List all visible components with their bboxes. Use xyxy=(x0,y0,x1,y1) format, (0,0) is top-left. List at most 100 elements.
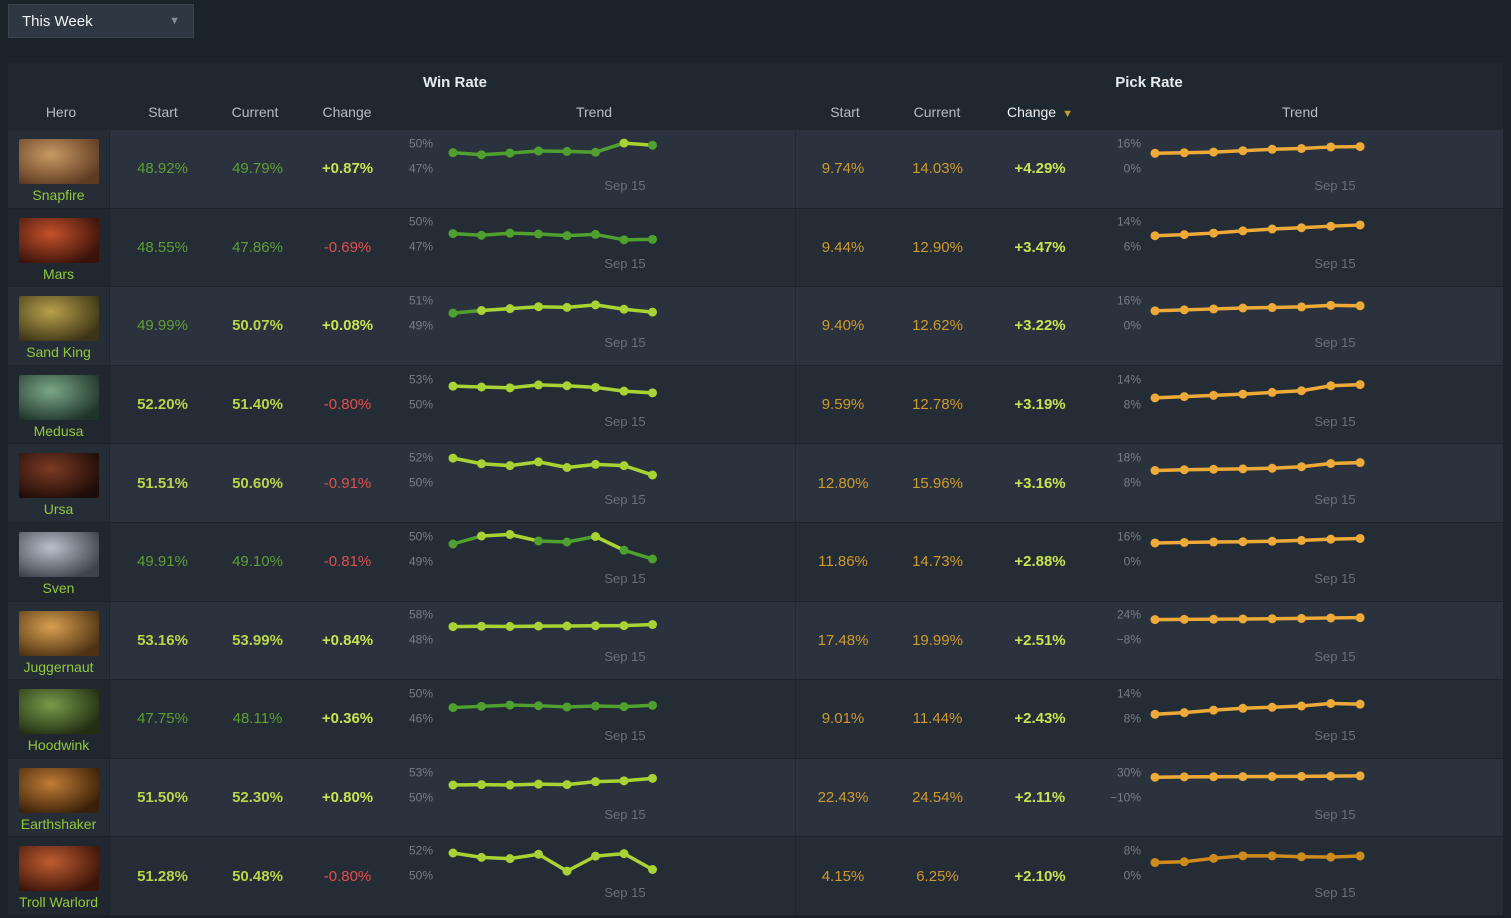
hero-name[interactable]: Troll Warlord xyxy=(18,894,99,911)
win-current-value-text: 51.40% xyxy=(232,396,283,414)
pick-change-value: +2.43% xyxy=(985,680,1095,758)
pick-change-value-text: +4.29% xyxy=(1014,160,1066,178)
axis-label-top: 50% xyxy=(409,215,433,229)
hero-name[interactable]: Snapfire xyxy=(32,187,85,203)
column-header-win-start[interactable]: Start xyxy=(148,104,178,120)
table-header: Win Rate Pick Rate Hero Start Current Ch… xyxy=(8,62,1503,130)
axis-label-bottom: 8% xyxy=(1124,397,1142,411)
hero-name[interactable]: Earthshaker xyxy=(20,815,97,832)
pick-trend-cell: 8% 0% Sep 15 xyxy=(1095,837,1503,915)
win-current-value: 53.99% xyxy=(215,602,300,680)
table-row: Earthshaker 51.50% 52.30% +0.80% 53% 50% Sep 1… xyxy=(8,758,1503,838)
pick-trend-cell: 16% 0% Sep 15 xyxy=(1095,287,1503,365)
win-change-value: +0.08% xyxy=(300,287,395,365)
pick-start-value-text: 9.01% xyxy=(821,710,865,728)
hero-cell[interactable]: Hoodwink xyxy=(8,680,110,758)
column-header-pick-change-label: Change xyxy=(1007,104,1057,120)
hero-cell[interactable]: Earthshaker xyxy=(8,758,110,837)
period-dropdown[interactable]: This Week ▼ xyxy=(8,4,194,38)
win-start-value-text: 51.28% xyxy=(137,867,188,885)
column-header-hero[interactable]: Hero xyxy=(45,104,77,120)
win-current-value: 50.48% xyxy=(215,837,300,915)
win-start-value-text: 48.92% xyxy=(137,160,188,178)
pick-change-value: +2.11% xyxy=(985,759,1095,837)
axis-label-top: 50% xyxy=(409,136,433,150)
win-start-value: 51.28% xyxy=(110,837,215,915)
pick-trend-sparkline: 14% 8% Sep 15 xyxy=(1117,686,1365,743)
win-current-value-text: 49.79% xyxy=(232,160,283,178)
pick-current-value-text: 14.73% xyxy=(912,553,963,571)
hero-name[interactable]: Hoodwink xyxy=(27,737,90,754)
win-trend-cell: 52% 50% Sep 15 xyxy=(395,837,795,915)
column-header-pick-current[interactable]: Current xyxy=(913,104,961,120)
axis-label-top: 50% xyxy=(409,686,433,700)
trend-date-label: Sep 15 xyxy=(1314,414,1355,429)
pick-trend-sparkline: 16% 0% Sep 15 xyxy=(1117,529,1365,586)
win-start-value-text: 49.99% xyxy=(137,317,188,335)
pick-change-value: +2.88% xyxy=(985,523,1095,601)
column-header-win-trend: Trend xyxy=(575,104,613,120)
pick-current-value: 14.73% xyxy=(890,523,985,601)
pick-start-value: 11.86% xyxy=(795,522,890,601)
pick-trend-cell: 14% 8% Sep 15 xyxy=(1095,680,1503,758)
win-rate-group-title: Win Rate xyxy=(422,74,488,91)
axis-label-top: 52% xyxy=(409,844,433,858)
win-trend-sparkline: 52% 50% Sep 15 xyxy=(409,844,657,900)
pick-start-value: 9.40% xyxy=(795,287,890,365)
hero-name[interactable]: Sand King xyxy=(26,344,91,361)
win-trend-cell: 50% 49% Sep 15 xyxy=(395,523,795,601)
trend-date-label: Sep 15 xyxy=(604,178,645,193)
win-change-value-text: +0.87% xyxy=(321,160,374,178)
pick-current-value-text: 12.62% xyxy=(912,317,963,335)
trend-date-label: Sep 15 xyxy=(1314,807,1355,822)
pick-change-value-text: +3.47% xyxy=(1014,238,1066,256)
hero-name[interactable]: Medusa xyxy=(33,422,84,439)
pick-trend-cell: 30% −10% Sep 15 xyxy=(1095,759,1503,837)
hero-name[interactable]: Juggernaut xyxy=(23,658,94,675)
pick-current-value: 6.25% xyxy=(890,837,985,915)
hero-cell[interactable]: Sand King xyxy=(8,287,110,365)
column-header-pick-start[interactable]: Start xyxy=(830,104,860,120)
win-current-value-text: 50.60% xyxy=(232,474,283,492)
pick-change-value: +2.10% xyxy=(985,837,1095,915)
trend-date-label: Sep 15 xyxy=(604,728,645,743)
win-change-value: +0.36% xyxy=(300,680,395,758)
win-trend-sparkline: 50% 47% Sep 15 xyxy=(409,215,657,271)
trend-date-label: Sep 15 xyxy=(1314,885,1355,900)
hero-cell[interactable]: Troll Warlord xyxy=(8,837,110,915)
win-trend-sparkline: 53% 50% Sep 15 xyxy=(409,372,657,429)
pick-current-value: 19.99% xyxy=(890,602,985,680)
hero-name[interactable]: Mars xyxy=(42,265,75,282)
win-trend-sparkline: 53% 50% Sep 15 xyxy=(409,765,657,822)
win-trend-sparkline: 50% 46% Sep 15 xyxy=(409,686,657,743)
column-header-win-change[interactable]: Change xyxy=(322,104,372,120)
pick-change-value-text: +2.51% xyxy=(1014,631,1066,649)
column-header-win-current[interactable]: Current xyxy=(231,104,279,120)
pick-change-value: +2.51% xyxy=(985,602,1095,680)
table-row: Mars 48.55% 47.86% -0.69% 50% 47% Sep 15 9.44% 1… xyxy=(8,208,1503,288)
win-current-value: 51.40% xyxy=(215,366,300,444)
sort-desc-arrow-icon: ▼ xyxy=(1062,108,1073,120)
hero-cell[interactable]: Mars xyxy=(8,208,110,287)
hero-name[interactable]: Sven xyxy=(42,579,75,596)
hero-cell[interactable]: Ursa xyxy=(8,444,110,522)
trend-date-label: Sep 15 xyxy=(1314,649,1355,664)
hero-cell[interactable]: Snapfire xyxy=(8,130,110,208)
hero-cell[interactable]: Juggernaut xyxy=(8,601,110,680)
axis-label-bottom: 50% xyxy=(409,869,433,883)
win-change-value: -0.80% xyxy=(300,837,395,915)
column-header-pick-trend: Trend xyxy=(1281,104,1319,120)
axis-label-bottom: 50% xyxy=(409,397,433,411)
trend-date-label: Sep 15 xyxy=(604,807,645,822)
axis-label-bottom: 0% xyxy=(1124,318,1142,332)
pick-trend-cell: 24% −8% Sep 15 xyxy=(1095,602,1503,680)
hero-cell[interactable]: Sven xyxy=(8,522,110,601)
hero-cell[interactable]: Medusa xyxy=(8,365,110,444)
column-header-pick-change[interactable]: Change ▼ xyxy=(1007,104,1073,120)
hero-portrait xyxy=(18,689,99,735)
win-change-value-text: -0.91% xyxy=(323,474,372,492)
win-change-value-text: -0.69% xyxy=(323,238,372,256)
pick-change-value-text: +2.88% xyxy=(1014,553,1066,571)
hero-portrait xyxy=(18,767,99,813)
hero-name[interactable]: Ursa xyxy=(43,501,74,518)
